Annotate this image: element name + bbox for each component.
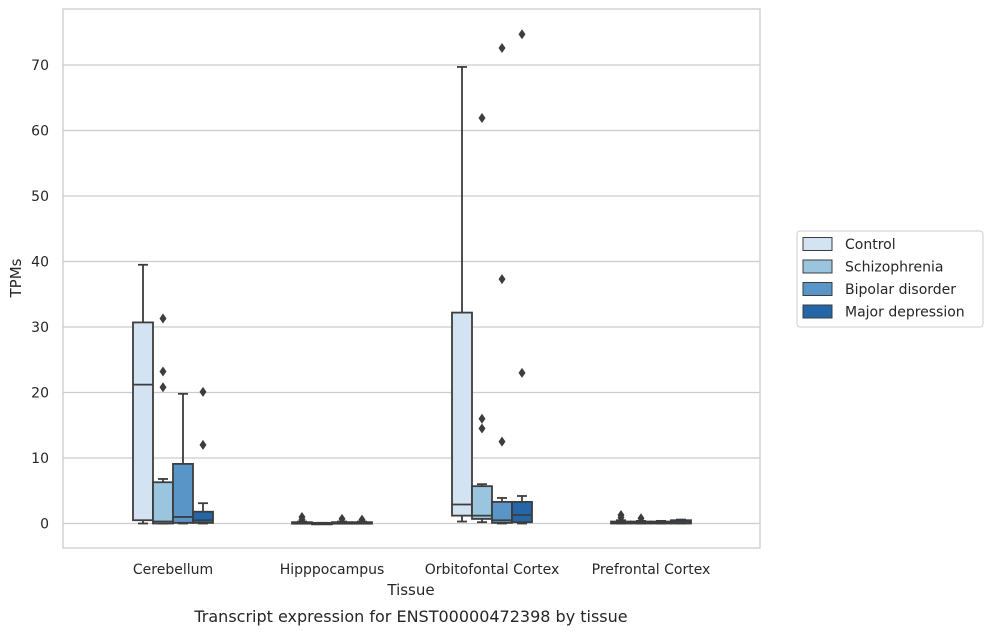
legend-label: Bipolar disorder xyxy=(845,282,956,298)
box-iqr xyxy=(471,485,493,520)
y-tick-label: 20 xyxy=(31,386,49,402)
box-iqr xyxy=(132,321,154,522)
box-bipolar-disorder-3 xyxy=(650,519,672,525)
y-tick-label: 10 xyxy=(31,451,49,467)
legend-swatch xyxy=(802,282,833,296)
outlier-point xyxy=(159,366,167,377)
outlier-point xyxy=(617,509,625,520)
box-major-depression-3 xyxy=(670,518,692,525)
outlier-point xyxy=(159,313,167,324)
outlier-point xyxy=(478,113,486,124)
box-iqr xyxy=(172,462,194,524)
gridlines xyxy=(63,64,760,525)
box-iqr xyxy=(192,510,214,524)
outlier-point xyxy=(298,511,306,522)
box-control-3 xyxy=(610,509,632,525)
boxes xyxy=(132,29,692,526)
y-tick-label: 0 xyxy=(40,517,49,533)
legend-swatch xyxy=(802,259,833,274)
box-schizophrenia-2 xyxy=(471,113,493,524)
y-tick-label: 30 xyxy=(31,320,49,336)
box-bipolar-disorder-1 xyxy=(331,513,353,525)
outlier-point xyxy=(637,513,645,524)
x-axis-title: Tissue xyxy=(386,581,434,599)
y-tick-label: 40 xyxy=(31,255,49,271)
box-control-1 xyxy=(291,511,313,525)
y-tick-label: 70 xyxy=(31,58,49,74)
x-axis-ticks: Cerebellum Hipppocampus Orbitofontal Corte… xyxy=(133,562,710,578)
box-iqr xyxy=(451,311,473,517)
legend-label: Schizophrenia xyxy=(845,260,943,276)
box-control-2 xyxy=(451,66,473,523)
legend: Control Schizophrenia Bipolar disorder Majo… xyxy=(796,230,984,328)
legend-label: Control xyxy=(845,237,896,253)
outlier-point xyxy=(478,413,486,424)
y-tick-label: 50 xyxy=(31,189,49,205)
outlier-point xyxy=(159,382,167,393)
box-schizophrenia-1 xyxy=(311,521,333,526)
legend-frame xyxy=(796,230,984,328)
outlier-point xyxy=(498,42,506,53)
y-axis-ticks: 0 10 20 30 40 50 60 70 xyxy=(31,58,49,533)
chart-caption: Transcript expression for ENST0000047239… xyxy=(193,607,627,626)
box-iqr xyxy=(511,500,533,524)
outlier-point xyxy=(338,513,346,524)
box-schizophrenia-3 xyxy=(630,513,652,525)
legend-swatch xyxy=(802,304,833,319)
box-schizophrenia-0 xyxy=(152,313,174,525)
x-tick-label: Hipppocampus xyxy=(280,562,385,578)
outlier-point xyxy=(358,514,366,525)
outlier-point xyxy=(498,274,506,285)
x-tick-label: Prefrontal Cortex xyxy=(592,562,711,578)
outlier-point xyxy=(478,423,486,434)
y-tick-label: 60 xyxy=(31,124,49,140)
outlier-point xyxy=(199,439,207,450)
outlier-point xyxy=(199,386,207,397)
legend-swatch xyxy=(802,237,833,251)
box-major-depression-2 xyxy=(511,29,533,525)
outlier-point xyxy=(498,436,506,447)
box-major-depression-1 xyxy=(351,514,373,525)
plot-frame xyxy=(62,8,761,549)
x-tick-label: Cerebellum xyxy=(133,562,213,578)
outlier-point xyxy=(518,29,526,40)
legend-label: Major depression xyxy=(845,305,965,321)
y-axis-title: TPMs xyxy=(7,258,25,298)
box-bipolar-disorder-2 xyxy=(491,42,513,525)
outlier-point xyxy=(518,367,526,378)
box-iqr xyxy=(152,481,174,525)
box-control-0 xyxy=(132,263,154,525)
box-major-depression-0 xyxy=(192,386,214,525)
box-bipolar-disorder-0 xyxy=(172,392,194,525)
x-tick-label: Orbitofontal Cortex xyxy=(425,562,560,578)
